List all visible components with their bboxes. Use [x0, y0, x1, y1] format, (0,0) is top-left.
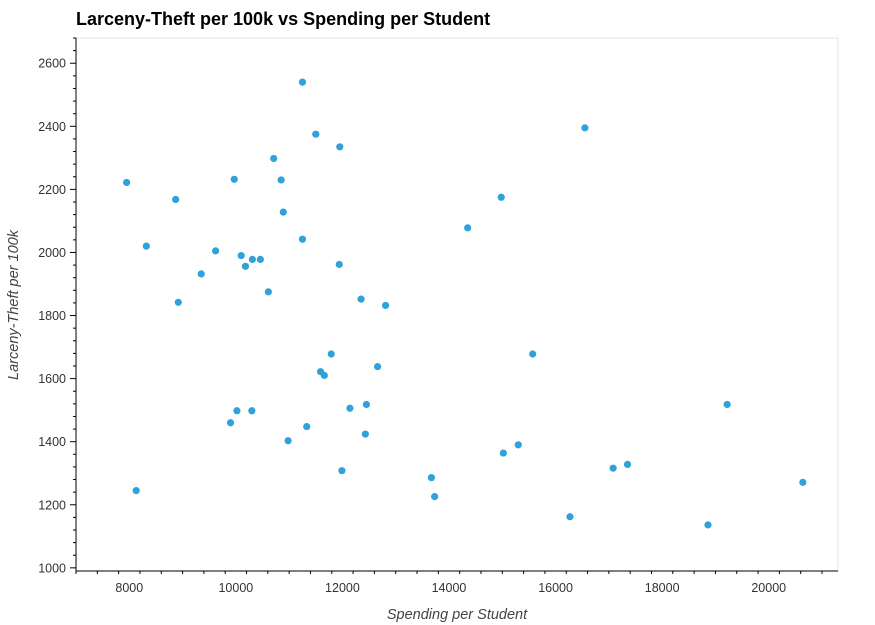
- y-tick-label: 1600: [38, 372, 66, 386]
- data-point-30: [346, 404, 354, 412]
- data-point-3: [172, 195, 180, 204]
- data-point-29: [338, 467, 346, 475]
- x-axis: 8000 10000 12000 14000 16000 18000 20000: [75, 570, 838, 595]
- data-point-11: [241, 262, 250, 270]
- plot-border: [75, 37, 839, 572]
- x-tick-label: 10000: [218, 581, 253, 595]
- data-point-20: [298, 78, 307, 86]
- plot-frame: [75, 37, 839, 572]
- y-tick-label: 1200: [38, 498, 66, 512]
- data-point-48: [723, 400, 731, 409]
- data-point-26: [327, 350, 335, 358]
- data-point-2: [142, 242, 150, 250]
- data-point-40: [499, 449, 507, 457]
- data-point-15: [264, 288, 272, 296]
- data-point-16: [270, 154, 278, 163]
- data-point-14: [256, 255, 264, 263]
- data-point-44: [581, 124, 589, 132]
- data-point-18: [279, 208, 287, 216]
- y-tick-label: 1000: [38, 561, 66, 575]
- data-point-43: [566, 513, 574, 521]
- points-layer: [123, 78, 807, 529]
- x-tick-label: 20000: [751, 581, 786, 595]
- y-tick-label: 1400: [38, 435, 66, 449]
- data-point-32: [361, 430, 369, 438]
- data-point-8: [230, 175, 238, 183]
- data-point-22: [303, 422, 311, 431]
- y-tick-label: 2200: [38, 183, 66, 197]
- data-point-19: [284, 437, 292, 445]
- y-tick-label: 2600: [38, 57, 66, 71]
- data-point-38: [464, 224, 472, 232]
- data-point-31: [357, 295, 365, 303]
- chart-title: Larceny-Theft per 100k vs Spending per S…: [76, 9, 491, 29]
- data-point-7: [226, 419, 235, 427]
- data-point-10: [237, 252, 245, 260]
- data-point-33: [362, 400, 371, 409]
- data-point-9: [233, 407, 241, 415]
- y-axis-label: Larceny-Theft per 100k: [6, 229, 22, 380]
- data-point-12: [248, 407, 256, 415]
- data-point-13: [248, 255, 256, 263]
- data-point-39: [497, 193, 505, 201]
- y-tick-label: 2000: [38, 246, 66, 260]
- data-point-21: [298, 235, 307, 243]
- y-tick-label: 1800: [38, 309, 66, 323]
- data-point-17: [277, 176, 285, 184]
- data-point-46: [623, 460, 632, 468]
- data-point-34: [374, 363, 382, 371]
- data-point-25: [320, 371, 328, 380]
- data-point-36: [427, 474, 436, 482]
- y-axis: 1000 1200 1400 1600 1800 2000 2200 2400 2600: [38, 37, 77, 575]
- data-point-35: [381, 301, 390, 310]
- data-point-27: [335, 260, 343, 269]
- x-tick-label: 16000: [538, 581, 573, 595]
- data-point-47: [704, 521, 712, 529]
- x-tick-label: 18000: [645, 581, 680, 595]
- y-tick-label: 2400: [38, 120, 66, 134]
- data-point-49: [799, 478, 807, 486]
- data-point-45: [609, 464, 617, 472]
- data-point-0: [123, 178, 131, 187]
- data-point-5: [197, 270, 205, 278]
- data-point-6: [212, 247, 220, 255]
- data-point-41: [514, 441, 522, 449]
- data-point-4: [174, 298, 182, 306]
- data-point-1: [132, 486, 140, 495]
- x-tick-label: 8000: [115, 581, 143, 595]
- x-tick-label: 12000: [325, 581, 360, 595]
- data-point-23: [312, 130, 320, 138]
- data-point-42: [529, 350, 537, 358]
- data-point-37: [431, 492, 439, 501]
- x-tick-label: 14000: [432, 581, 467, 595]
- x-axis-label: Spending per Student: [387, 607, 528, 623]
- data-point-28: [336, 143, 344, 151]
